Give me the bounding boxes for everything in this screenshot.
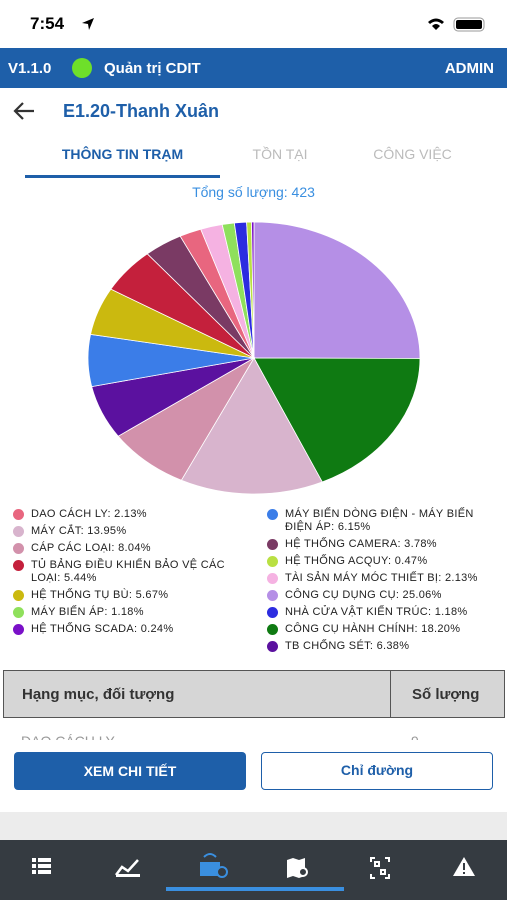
- status-icons: [428, 17, 485, 32]
- legend-swatch: [267, 573, 278, 584]
- table-header: Hạng mục, đối tượng Số lượng: [3, 670, 505, 718]
- nav-scan[interactable]: [370, 857, 390, 879]
- cell: 9: [411, 733, 419, 742]
- legend-item: HỆ THỐNG TỤ BÙ: 5.67%: [13, 589, 248, 602]
- nav-alert[interactable]: [453, 857, 475, 876]
- column-header: Hạng mục, đối tượng: [22, 686, 175, 703]
- column-header: Số lượng: [412, 686, 480, 703]
- legend-label: TB CHỐNG SÉT: 6.38%: [285, 640, 410, 652]
- legend-label: TÀI SẢN MÁY MÓC THIẾT BỊ: 2.13%: [285, 572, 478, 584]
- location-icon: [82, 18, 94, 30]
- legend-swatch: [267, 590, 278, 601]
- button-panel: XEM CHI TIẾT Chỉ đường: [0, 740, 507, 812]
- user[interactable]: ADMIN: [444, 60, 494, 77]
- legend-label: MÁY BIẾN ÁP: 1.18%: [31, 606, 144, 618]
- legend-item: CÔNG CỤ DỤNG CỤ: 25.06%: [267, 589, 492, 602]
- legend-item: DAO CÁCH LY: 2.13%: [13, 508, 248, 521]
- app-bar: V1.1.0 Quản trị CDIT ADMIN: [0, 48, 507, 88]
- legend-swatch: [267, 509, 278, 520]
- legend-swatch: [267, 624, 278, 635]
- legend-item: HỆ THỐNG CAMERA: 3.78%: [267, 538, 492, 551]
- tab[interactable]: CÔNG VIỆC: [373, 146, 452, 162]
- spacer: [0, 812, 507, 840]
- legend-item: TỦ BẢNG ĐIỀU KHIỂN BẢO VỆ CÁC LOẠI: 5.44…: [13, 559, 248, 585]
- pie-slice: [251, 221, 255, 359]
- nav-stats[interactable]: [115, 859, 140, 877]
- nav-indicator: [166, 887, 344, 891]
- legend-label: MÁY BIẾN DÒNG ĐIỆN - MÁY BIẾN ĐIỆN ÁP: 6…: [285, 508, 474, 533]
- legend-item: NHÀ CỬA VẬT KIẾN TRÚC: 1.18%: [267, 606, 492, 619]
- tab[interactable]: THÔNG TIN TRẠM: [61, 146, 184, 162]
- divider: [390, 671, 391, 717]
- version: V1.1.0: [8, 60, 52, 77]
- legend-item: MÁY BIẾN ÁP: 1.18%: [13, 606, 248, 619]
- app-title: Quản trị CDIT: [104, 60, 201, 77]
- legend-label: MÁY CẮT: 13.95%: [31, 525, 127, 537]
- back-button[interactable]: [12, 100, 36, 122]
- legend-label: HỆ THỐNG TỤ BÙ: 5.67%: [31, 589, 169, 601]
- legend-label: DAO CÁCH LY: 2.13%: [31, 508, 147, 520]
- legend: DAO CÁCH LY: 2.13% MÁY CẮT: 13.95% CÁP CÁC…: [13, 508, 248, 636]
- page-title: E1.20-Thanh Xuân: [63, 101, 220, 121]
- legend-label: HỆ THỐNG ACQUY: 0.47%: [285, 555, 428, 567]
- legend-swatch: [267, 556, 278, 567]
- legend-item: HỆ THỐNG ACQUY: 0.47%: [267, 555, 492, 568]
- legend-swatch: [13, 526, 24, 537]
- legend-item: CÁP CÁC LOẠI: 8.04%: [13, 542, 248, 555]
- legend-swatch: [13, 607, 24, 618]
- nav-list[interactable]: [32, 858, 51, 874]
- pie-slice: [253, 357, 421, 483]
- chart-title: Tổng số lượng: 423: [192, 184, 315, 200]
- legend-swatch: [13, 543, 24, 554]
- detail-button[interactable]: XEM CHI TIẾT: [14, 752, 246, 790]
- legend: MÁY BIẾN DÒNG ĐIỆN - MÁY BIẾN ĐIỆN ÁP: 6…: [267, 508, 492, 653]
- status-time: 7:54: [30, 14, 65, 33]
- pie-slice: [180, 357, 323, 495]
- legend-swatch: [267, 607, 278, 618]
- legend-item: CÔNG CỤ HÀNH CHÍNH: 18.20%: [267, 623, 492, 636]
- nav-station[interactable]: [200, 853, 228, 878]
- table-row: DAO CÁCH LY 9: [3, 718, 505, 742]
- legend-label: NHÀ CỬA VẬT KIẾN TRÚC: 1.18%: [285, 606, 468, 618]
- legend-label: HỆ THỐNG SCADA: 0.24%: [31, 623, 174, 635]
- pie-slice: [253, 221, 421, 359]
- legend-swatch: [13, 624, 24, 635]
- tab-indicator: [25, 175, 220, 178]
- legend-item: TÀI SẢN MÁY MÓC THIẾT BỊ: 2.13%: [267, 572, 492, 585]
- tab[interactable]: TỒN TẠI: [252, 146, 308, 162]
- legend-item: MÁY BIẾN DÒNG ĐIỆN - MÁY BIẾN ĐIỆN ÁP: 6…: [267, 508, 492, 534]
- online-dot: [72, 58, 92, 78]
- nav-map[interactable]: [287, 858, 308, 878]
- legend-swatch: [13, 590, 24, 601]
- legend-item: MÁY CẮT: 13.95%: [13, 525, 248, 538]
- legend-label: TỦ BẢNG ĐIỀU KHIỂN BẢO VỆ CÁC LOẠI: 5.44…: [31, 559, 225, 584]
- legend-label: CÁP CÁC LOẠI: 8.04%: [31, 542, 151, 554]
- legend-label: CÔNG CỤ DỤNG CỤ: 25.06%: [285, 589, 442, 601]
- legend-label: CÔNG CỤ HÀNH CHÍNH: 18.20%: [285, 623, 461, 635]
- legend-swatch: [267, 641, 278, 652]
- legend-item: TB CHỐNG SÉT: 6.38%: [267, 640, 492, 653]
- legend-label: HỆ THỐNG CAMERA: 3.78%: [285, 538, 437, 550]
- directions-button[interactable]: Chỉ đường: [261, 752, 493, 790]
- pie-chart: [87, 221, 421, 495]
- legend-swatch: [267, 539, 278, 550]
- bottom-nav: [0, 840, 507, 900]
- legend-swatch: [13, 560, 24, 571]
- legend-item: HỆ THỐNG SCADA: 0.24%: [13, 623, 248, 636]
- legend-swatch: [13, 509, 24, 520]
- cell: DAO CÁCH LY: [21, 733, 115, 742]
